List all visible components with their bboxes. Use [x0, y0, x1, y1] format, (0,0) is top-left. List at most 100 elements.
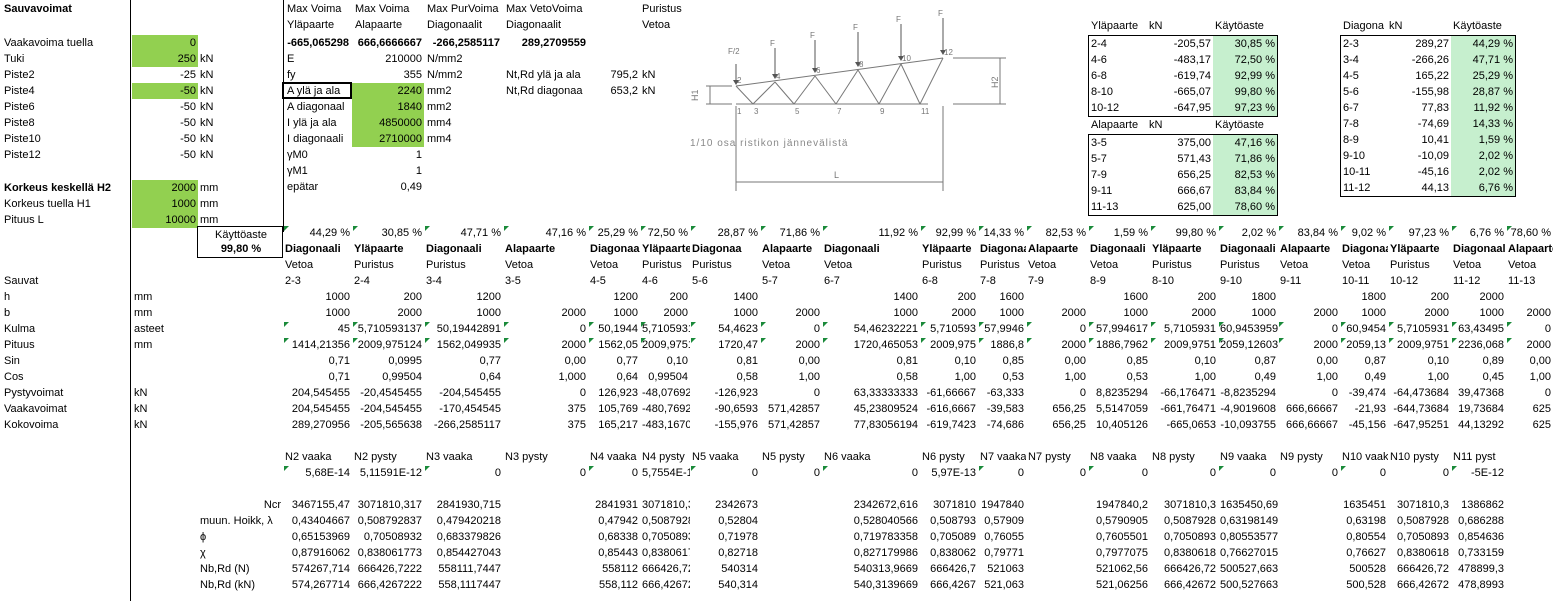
column-bar[interactable]: 5-6 — [692, 275, 708, 287]
column-koko[interactable]: 77,83056194 — [853, 419, 918, 431]
column-koko[interactable]: 656,25 — [1052, 419, 1086, 431]
diagonaali-force[interactable]: 77,83 — [1421, 102, 1449, 114]
column-kulma[interactable]: 0 — [1331, 323, 1338, 335]
diagonaali-force[interactable]: 44,13 — [1421, 182, 1449, 194]
alapaarte-bar[interactable]: 3-5 — [1091, 137, 1107, 149]
buckling-value[interactable]: 0,528040566 — [853, 515, 918, 527]
node-check-label[interactable]: N7 pysty — [1028, 451, 1071, 463]
buckling-value[interactable]: 1947840 — [981, 499, 1024, 511]
input-value[interactable]: 0 — [132, 35, 198, 51]
buckling-value[interactable]: 3071810 — [933, 499, 976, 511]
buckling-value[interactable]: 3071810,3 — [1397, 499, 1449, 511]
column-kulma[interactable]: 5,7105931 — [1397, 323, 1449, 335]
column-type[interactable]: Diagonaa — [980, 243, 1026, 255]
vaaka-row-unit[interactable]: kN — [134, 403, 148, 415]
alapaarte-force[interactable]: 375,00 — [1177, 137, 1211, 149]
buckling-value[interactable]: 0,7050893 — [1397, 531, 1449, 543]
column-vaaka[interactable]: -480,769231 — [642, 403, 690, 415]
header-max-purvoima[interactable]: Max PurVoima — [427, 3, 499, 15]
material-label[interactable]: I ylä ja ala — [287, 117, 337, 129]
input-value[interactable]: -50 — [180, 101, 196, 113]
node-check-value[interactable]: 0 — [579, 467, 586, 479]
column-cos[interactable]: 0,64 — [616, 371, 638, 383]
buckling-value[interactable]: 2342673 — [715, 499, 758, 511]
buckling-value[interactable]: 0,838061773 — [642, 547, 690, 559]
material-label[interactable]: E — [287, 53, 295, 65]
ylapaarte-force[interactable]: -619,74 — [1173, 70, 1211, 82]
buckling-value[interactable] — [503, 577, 588, 593]
column-sin[interactable]: 0,00 — [1064, 355, 1086, 367]
ylapaarte-header[interactable]: kN — [1149, 20, 1163, 32]
dim-value[interactable]: 2000 — [132, 180, 198, 196]
column-kulma[interactable]: 5,7105931 — [1164, 323, 1216, 335]
column-pituus[interactable]: 1886,7962 — [1096, 339, 1148, 351]
column-sin[interactable]: 0,85 — [1002, 355, 1024, 367]
node-check-value[interactable]: 0 — [1017, 467, 1024, 479]
kulma-row-unit[interactable]: asteet — [134, 323, 164, 335]
column-vaaka[interactable]: -170,454545 — [439, 403, 501, 415]
buckling-value[interactable]: 0,479420218 — [436, 515, 501, 527]
cos-row-label[interactable]: Cos — [4, 371, 24, 383]
sauvat-label[interactable]: Sauvat — [4, 275, 39, 287]
column-kulma[interactable]: 5,710593137 — [642, 323, 690, 335]
column-pysty[interactable]: 63,33333333 — [853, 387, 918, 399]
buckling-value[interactable]: 0,43404667 — [291, 515, 350, 527]
header-max-voima[interactable]: Max Voima — [355, 3, 410, 15]
node-check-label[interactable]: N4 vaaka — [590, 451, 637, 463]
material-unit[interactable]: mm4 — [427, 133, 452, 145]
column-b[interactable]: 2000 — [397, 307, 422, 319]
header-diagonaalit[interactable]: Diagonaalit — [506, 19, 562, 31]
buckling-value[interactable]: 0,80554 — [1346, 531, 1386, 543]
buckling-value[interactable]: 3071810,3 — [1164, 499, 1216, 511]
column-h[interactable]: 1200 — [613, 291, 638, 303]
column-b[interactable]: 2000 — [1191, 307, 1216, 319]
column-utilisation[interactable]: 28,87 % — [717, 227, 758, 239]
buckling-value[interactable]: 666,4267 — [930, 579, 976, 591]
column-kulma[interactable]: 0 — [1544, 323, 1551, 335]
buckling-value[interactable]: 666426,72 — [1397, 563, 1449, 575]
buckling-label[interactable]: Nb,Rd (N) — [200, 563, 250, 575]
column-kind[interactable]: Puristus — [354, 259, 394, 271]
buckling-value[interactable]: 540314 — [721, 563, 758, 575]
material-unit[interactable]: mm2 — [427, 85, 452, 97]
column-h[interactable] — [1026, 289, 1088, 305]
diagonaali-utilisation[interactable]: 25,29 % — [1451, 68, 1515, 84]
column-kulma[interactable]: 5,710593 — [930, 323, 976, 335]
diagonaali-utilisation[interactable]: 47,71 % — [1451, 52, 1515, 68]
column-kulma[interactable]: 5,710593137 — [357, 323, 422, 335]
column-kind[interactable]: Vetoa — [824, 259, 853, 271]
column-koko[interactable]: 625 — [1532, 419, 1551, 431]
column-pituus[interactable]: 2000 — [1526, 339, 1551, 351]
column-sin[interactable]: 0,87 — [1254, 355, 1276, 367]
column-b[interactable]: 2000 — [795, 307, 820, 319]
node-check-value[interactable]: 0 — [1379, 467, 1386, 479]
column-type[interactable]: Diagonaali — [1453, 243, 1506, 255]
buckling-value[interactable] — [503, 529, 588, 545]
sheet-title[interactable]: Sauvavoimat — [4, 3, 72, 15]
input-unit[interactable]: kN — [200, 149, 214, 161]
alapaarte-header[interactable]: Alapaarte — [1091, 119, 1139, 131]
buckling-value[interactable]: 0,76627015 — [1220, 547, 1278, 559]
column-utilisation[interactable]: 2,02 % — [1241, 227, 1276, 239]
column-kind[interactable]: Puristus — [922, 259, 962, 271]
diagonaali-bar[interactable]: 8-9 — [1343, 134, 1359, 146]
column-koko[interactable]: 10,405126 — [1096, 419, 1148, 431]
buckling-value[interactable]: 0,79771 — [984, 547, 1024, 559]
alapaarte-utilisation[interactable]: 83,84 % — [1213, 183, 1277, 199]
column-kind[interactable]: Vetoa — [1090, 259, 1119, 271]
buckling-value[interactable]: 558111,7447 — [438, 563, 501, 575]
column-b[interactable]: 1000 — [325, 307, 350, 319]
column-utilisation[interactable]: 25,29 % — [597, 227, 638, 239]
sin-row-label[interactable]: Sin — [4, 355, 20, 367]
alapaarte-header[interactable]: kN — [1149, 119, 1163, 131]
column-b[interactable]: 1000 — [1361, 307, 1386, 319]
column-pituus[interactable]: 1886,8 — [990, 339, 1024, 351]
column-bar[interactable]: 2-4 — [354, 275, 370, 287]
column-bar[interactable]: 6-8 — [922, 275, 938, 287]
column-cos[interactable]: 1,00 — [1064, 371, 1086, 383]
input-label[interactable]: Vaakavoima tuella — [4, 37, 94, 49]
column-pysty[interactable]: 204,545455 — [291, 387, 350, 399]
vaaka-row-label[interactable]: Vaakavoimat — [4, 403, 67, 415]
buckling-value[interactable]: 574267,714 — [291, 563, 350, 575]
input-unit[interactable] — [198, 35, 238, 51]
